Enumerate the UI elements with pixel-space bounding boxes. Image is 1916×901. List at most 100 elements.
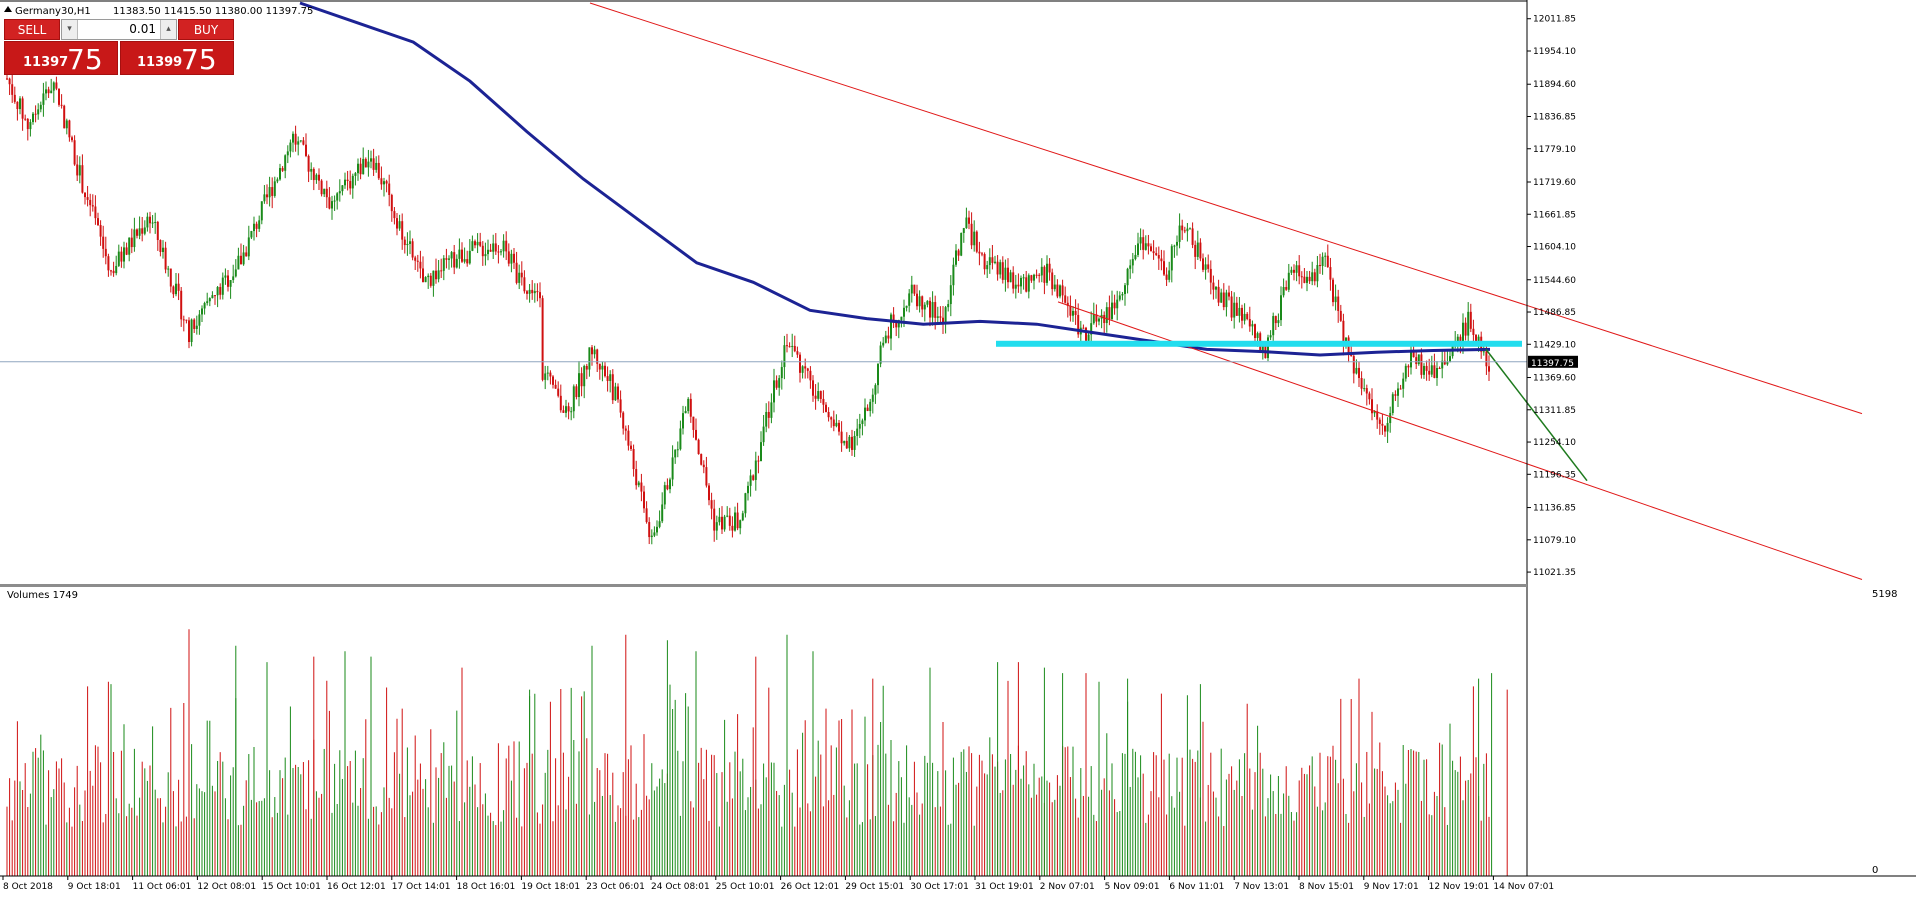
candle-body — [908, 293, 911, 306]
candle-body — [1186, 228, 1189, 232]
candle-body — [437, 270, 440, 280]
candle-body — [344, 179, 346, 186]
candle-body — [604, 365, 606, 377]
candle-body — [663, 485, 666, 505]
candle-body — [78, 165, 81, 176]
candle-body — [622, 412, 625, 429]
candle-body — [617, 386, 619, 400]
candle-body — [492, 243, 495, 252]
candle-body — [1261, 346, 1264, 352]
candle-body — [268, 187, 271, 198]
candle-body — [1334, 296, 1337, 303]
panel-separator[interactable] — [0, 584, 1527, 587]
candle-body — [136, 229, 138, 236]
candle-body — [523, 277, 526, 292]
candle-body — [346, 179, 349, 181]
candle-body — [929, 300, 931, 318]
candle-body — [713, 508, 716, 531]
candle-body — [242, 252, 245, 265]
candle-body — [310, 168, 313, 172]
candle-body — [1438, 368, 1441, 370]
candle-body — [448, 258, 450, 260]
candle-body — [793, 345, 796, 352]
channel-upper-line[interactable] — [589, 2, 1863, 415]
candle-body — [991, 257, 994, 263]
candle-body — [380, 178, 383, 185]
candle-body — [851, 436, 853, 450]
lot-increase-icon[interactable]: ▴ — [160, 20, 176, 39]
channel-lower-line[interactable] — [1057, 301, 1863, 581]
candle-body — [715, 522, 718, 531]
candle-body — [944, 307, 947, 325]
candle-body — [429, 275, 432, 286]
candle-body — [624, 428, 627, 431]
candle-body — [1147, 243, 1150, 247]
candle-body — [1129, 265, 1132, 269]
candle-body — [942, 317, 944, 325]
candle-body — [1048, 263, 1051, 273]
sell-button[interactable]: SELL — [4, 19, 60, 40]
candle-body — [1069, 305, 1072, 316]
candle-body — [188, 320, 190, 343]
support-zone[interactable] — [996, 340, 1522, 347]
candle-body — [481, 245, 484, 257]
candle-body — [1251, 324, 1254, 327]
candle-body — [42, 93, 45, 105]
lot-decrease-icon[interactable]: ▾ — [62, 20, 78, 39]
candle-body — [1025, 277, 1028, 292]
candle-body — [822, 398, 825, 405]
x-tick-label: 2 Nov 07:01 — [1040, 882, 1095, 892]
candle-body — [1254, 324, 1256, 338]
candle-body — [307, 155, 310, 172]
candle-body — [687, 398, 690, 412]
candle-body — [1441, 360, 1444, 369]
candle-body — [874, 385, 877, 395]
candle-body — [1415, 357, 1418, 365]
candle-body — [1433, 365, 1436, 378]
candle-body — [853, 435, 856, 450]
candle-body — [221, 277, 224, 295]
candle-body — [575, 386, 578, 398]
candle-body — [357, 163, 359, 174]
candle-body — [76, 164, 79, 176]
candle-body — [910, 284, 913, 294]
candle-body — [801, 366, 804, 373]
candle-body — [1365, 388, 1368, 394]
sell-price-button[interactable]: 11397 75 — [4, 41, 118, 76]
candle-body — [26, 118, 29, 130]
candle-body — [117, 251, 120, 266]
collapse-triangle-icon[interactable] — [4, 6, 12, 12]
candle-body — [115, 265, 118, 274]
candle-body — [237, 255, 240, 270]
candle-body — [518, 272, 521, 283]
candle-body — [190, 319, 193, 343]
candle-body — [692, 416, 695, 430]
buy-button[interactable]: BUY — [178, 19, 234, 40]
candle-body — [791, 345, 794, 347]
candle-body — [585, 365, 588, 370]
candle-body — [526, 291, 528, 294]
candle-body — [705, 467, 708, 486]
projection-line[interactable] — [1485, 348, 1588, 482]
buy-price-button[interactable]: 11399 75 — [120, 41, 234, 76]
candle-body — [721, 516, 723, 530]
lot-size-input[interactable]: ▾ 0.01 ▴ — [61, 19, 177, 40]
candle-body — [871, 394, 874, 402]
candle-body — [133, 229, 136, 248]
candle-body — [676, 449, 679, 451]
candle-body — [435, 270, 437, 280]
candle-body — [1449, 356, 1451, 363]
candle-body — [406, 243, 409, 246]
candle-body — [1303, 276, 1306, 283]
y-tick-label: 11486.85 — [1533, 308, 1576, 318]
candle-body — [281, 168, 284, 171]
candle-body — [546, 372, 549, 374]
lot-size-value[interactable]: 0.01 — [129, 22, 156, 36]
candle-body — [635, 469, 638, 486]
candle-body — [302, 140, 305, 145]
candle-body — [708, 485, 710, 501]
candle-body — [47, 89, 50, 94]
x-tick-label: 16 Oct 12:01 — [327, 882, 386, 892]
